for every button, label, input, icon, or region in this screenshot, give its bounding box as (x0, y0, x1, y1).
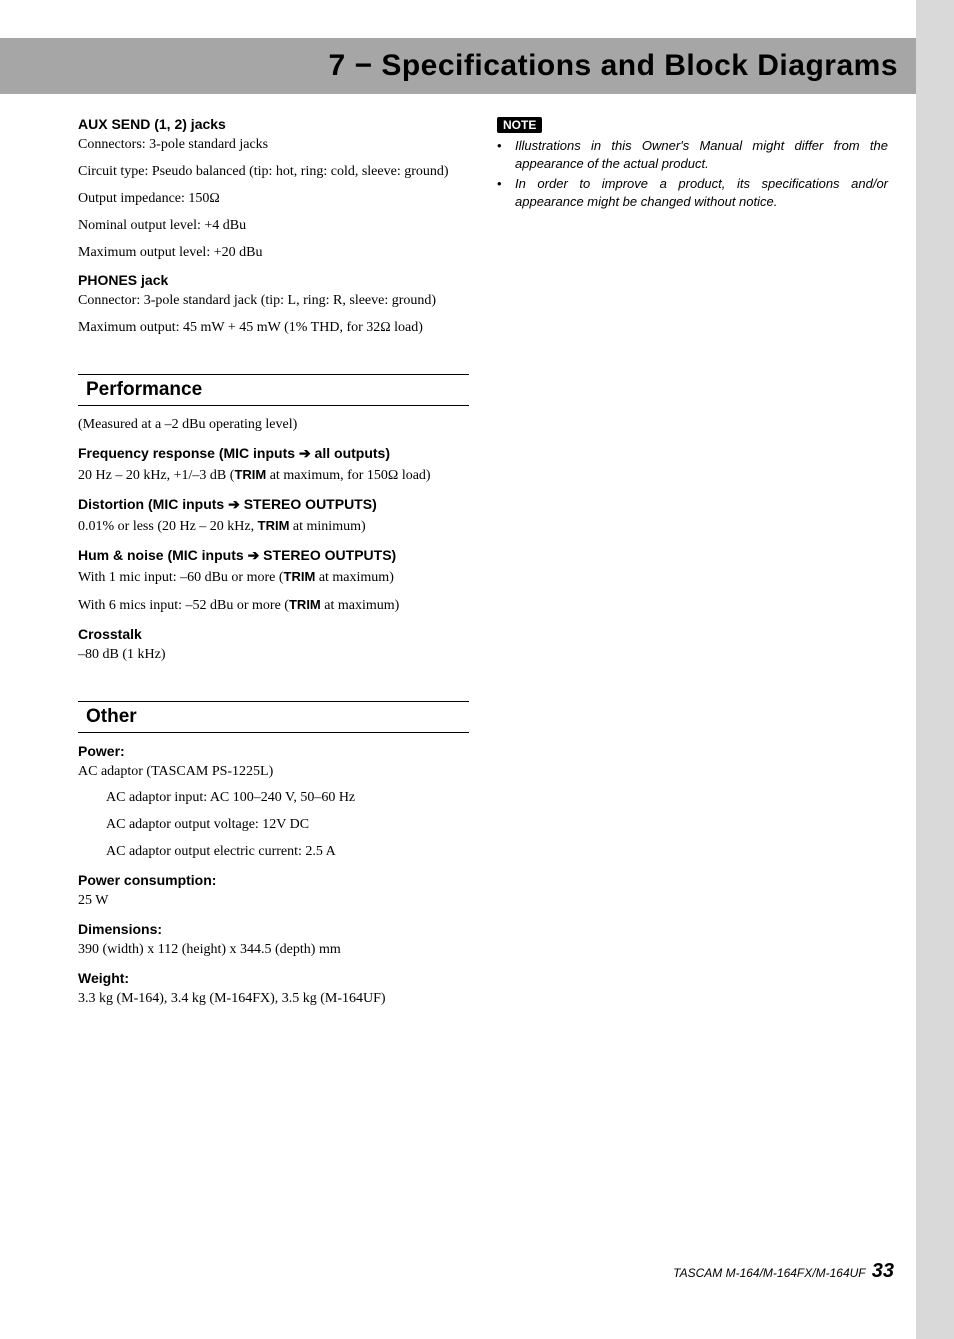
power-consumption-heading: Power consumption: (78, 872, 469, 888)
hum1-post: at maximum) (315, 570, 394, 585)
hum6-pre: With 6 mics input: –52 dBu or more ( (78, 598, 289, 613)
adaptor-output-voltage: AC adaptor output voltage: 12V DC (106, 816, 469, 835)
page-right-margin (916, 0, 954, 1339)
note-badge: NOTE (497, 117, 542, 133)
content-area: AUX SEND (1, 2) jacks Connectors: 3-pole… (78, 116, 888, 1017)
crosstalk-heading: Crosstalk (78, 626, 469, 642)
phones-connector: Connector: 3-pole standard jack (tip: L,… (78, 292, 469, 311)
page-number: 33 (872, 1260, 894, 1282)
aux-output-impedance: Output impedance: 150Ω (78, 190, 469, 209)
aux-max-level: Maximum output level: +20 dBu (78, 244, 469, 263)
dimensions-heading: Dimensions: (78, 921, 469, 937)
distortion-heading: Distortion (MIC inputs ➔ STEREO OUTPUTS) (78, 496, 469, 513)
bullet-icon: • (497, 175, 515, 210)
dist-b-post: at minimum) (289, 519, 365, 534)
performance-section-heading: Performance (78, 374, 469, 406)
note-item: • Illustrations in this Owner's Manual m… (497, 137, 888, 172)
note-list: • Illustrations in this Owner's Manual m… (497, 137, 888, 210)
hum-h-pre: Hum & noise (MIC inputs (78, 547, 248, 563)
aux-send-heading: AUX SEND (1, 2) jacks (78, 116, 469, 132)
adaptor-output-current: AC adaptor output electric current: 2.5 … (106, 843, 469, 862)
hum-h-post: STEREO OUTPUTS) (259, 547, 396, 563)
dist-b-pre: 0.01% or less (20 Hz – 20 kHz, (78, 519, 258, 534)
aux-nominal-level: Nominal output level: +4 dBu (78, 217, 469, 236)
adaptor-input: AC adaptor input: AC 100–240 V, 50–60 Hz (106, 789, 469, 808)
hum1-trim: TRIM (284, 569, 316, 584)
hum-1mic: With 1 mic input: –60 dBu or more (TRIM … (78, 568, 469, 588)
bullet-icon: • (497, 137, 515, 172)
weight-heading: Weight: (78, 970, 469, 986)
hum1-pre: With 1 mic input: –60 dBu or more ( (78, 570, 284, 585)
aux-circuit: Circuit type: Pseudo balanced (tip: hot,… (78, 163, 469, 182)
right-column: NOTE • Illustrations in this Owner's Man… (497, 116, 888, 1017)
distortion-body: 0.01% or less (20 Hz – 20 kHz, TRIM at m… (78, 517, 469, 537)
freq-b-trim: TRIM (234, 467, 266, 482)
hum-6mic: With 6 mics input: –52 dBu or more (TRIM… (78, 596, 469, 616)
freq-h-post: all outputs) (311, 445, 390, 461)
power-adaptor: AC adaptor (TASCAM PS-1225L) (78, 763, 469, 782)
page-footer: TASCAM M-164/M-164FX/M-164UF 33 (673, 1260, 894, 1283)
chapter-header-bar: 7 − Specifications and Block Diagrams (0, 38, 916, 94)
note-text-1: Illustrations in this Owner's Manual mig… (515, 137, 888, 172)
dimensions: 390 (width) x 112 (height) x 344.5 (dept… (78, 941, 469, 960)
other-section-heading: Other (78, 701, 469, 733)
freq-response-body: 20 Hz – 20 kHz, +1/–3 dB (TRIM at maximu… (78, 466, 469, 486)
freq-response-heading: Frequency response (MIC inputs ➔ all out… (78, 445, 469, 462)
arrow-icon: ➔ (299, 445, 311, 461)
chapter-title: 7 − Specifications and Block Diagrams (328, 49, 898, 83)
power-heading: Power: (78, 743, 469, 759)
footer-text: TASCAM M-164/M-164FX/M-164UF (673, 1266, 865, 1280)
performance-measured: (Measured at a –2 dBu operating level) (78, 416, 469, 435)
hum6-trim: TRIM (289, 597, 321, 612)
phones-max-output: Maximum output: 45 mW + 45 mW (1% THD, f… (78, 319, 469, 338)
freq-b-pre: 20 Hz – 20 kHz, +1/–3 dB ( (78, 468, 234, 483)
arrow-icon: ➔ (248, 547, 260, 563)
hum-noise-heading: Hum & noise (MIC inputs ➔ STEREO OUTPUTS… (78, 547, 469, 564)
left-column: AUX SEND (1, 2) jacks Connectors: 3-pole… (78, 116, 469, 1017)
freq-h-pre: Frequency response (MIC inputs (78, 445, 299, 461)
dist-h-pre: Distortion (MIC inputs (78, 496, 228, 512)
phones-heading: PHONES jack (78, 272, 469, 288)
hum6-post: at maximum) (321, 598, 400, 613)
crosstalk-body: –80 dB (1 kHz) (78, 646, 469, 665)
dist-h-post: STEREO OUTPUTS) (240, 496, 377, 512)
weight: 3.3 kg (M-164), 3.4 kg (M-164FX), 3.5 kg… (78, 990, 469, 1009)
note-text-2: In order to improve a product, its speci… (515, 175, 888, 210)
freq-b-post: at maximum, for 150Ω load) (266, 468, 430, 483)
aux-connectors: Connectors: 3-pole standard jacks (78, 136, 469, 155)
dist-b-trim: TRIM (258, 518, 290, 533)
power-consumption: 25 W (78, 892, 469, 911)
arrow-icon: ➔ (228, 496, 240, 512)
note-item: • In order to improve a product, its spe… (497, 175, 888, 210)
